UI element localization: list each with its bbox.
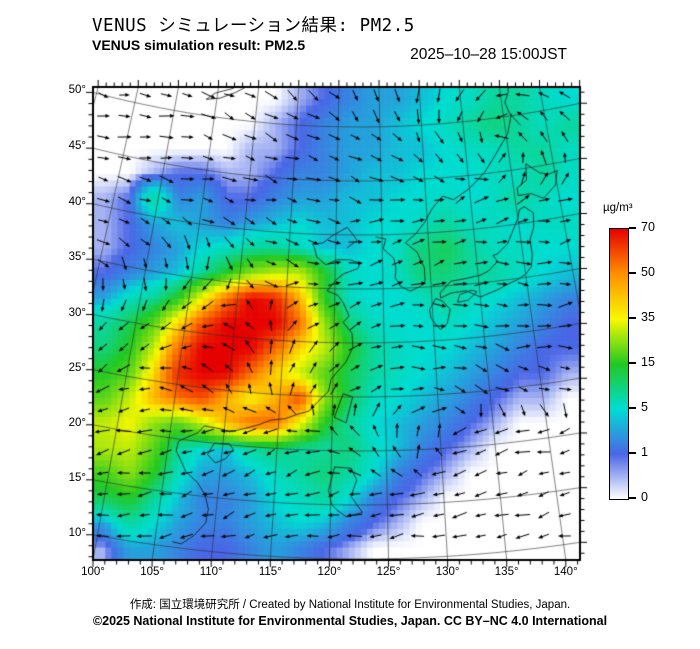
lon-tick-label: 120° [317, 566, 342, 578]
lat-tick-label: 45° [68, 140, 86, 153]
timestamp: 2025–10–28 15:00JST [410, 46, 567, 63]
license-line: ©2025 National Institute for Environment… [92, 614, 608, 628]
colorbar-tick-label: 15 [641, 355, 655, 369]
colorbar-tick-mark [629, 272, 636, 274]
lon-tick-label: 100° [81, 566, 105, 578]
lat-tick-label: 10° [68, 526, 86, 539]
colorbar-tick-mark [629, 452, 636, 454]
colorbar-tick-mark [629, 227, 636, 229]
lat-tick-label: 30° [68, 306, 86, 319]
lat-tick-label: 15° [68, 471, 86, 484]
lon-tick-label: 140° [553, 566, 578, 578]
colorbar-gradient [609, 228, 629, 500]
lon-tick-label: 115° [258, 566, 282, 578]
colorbar-tick-mark [629, 497, 636, 499]
colorbar-tick-label: 5 [641, 400, 648, 414]
lat-tick-label: 40° [68, 195, 86, 208]
colorbar-tick-label: 1 [641, 445, 648, 459]
lat-tick-label: 25° [68, 361, 86, 374]
credit-line: 作成: 国立環境研究所 / Created by National Instit… [129, 599, 571, 611]
pm25-map-canvas [85, 79, 588, 568]
colorbar-tick-label: 35 [641, 310, 655, 324]
lon-tick-label: 110° [199, 566, 223, 578]
colorbar-unit-label: µg/m³ [603, 202, 633, 214]
page-title-japanese: VENUS シミュレーション結果: PM2.5 [92, 16, 415, 36]
colorbar-tick-mark [629, 407, 636, 409]
lon-tick-label: 125° [376, 566, 401, 578]
lon-tick-label: 135° [494, 566, 519, 578]
colorbar-tick-label: 0 [641, 490, 648, 504]
lat-tick-label: 20° [68, 416, 86, 429]
colorbar-tick-mark [629, 317, 636, 319]
lon-tick-label: 130° [435, 566, 460, 578]
colorbar-tick-mark [629, 362, 636, 364]
lat-tick-label: 50° [68, 84, 86, 97]
lon-tick-label: 105° [140, 566, 164, 578]
colorbar-tick-label: 70 [641, 220, 655, 234]
colorbar-tick-label: 50 [641, 265, 655, 279]
lat-tick-label: 35° [68, 251, 86, 264]
page-title-english: VENUS simulation result: PM2.5 [92, 37, 306, 53]
